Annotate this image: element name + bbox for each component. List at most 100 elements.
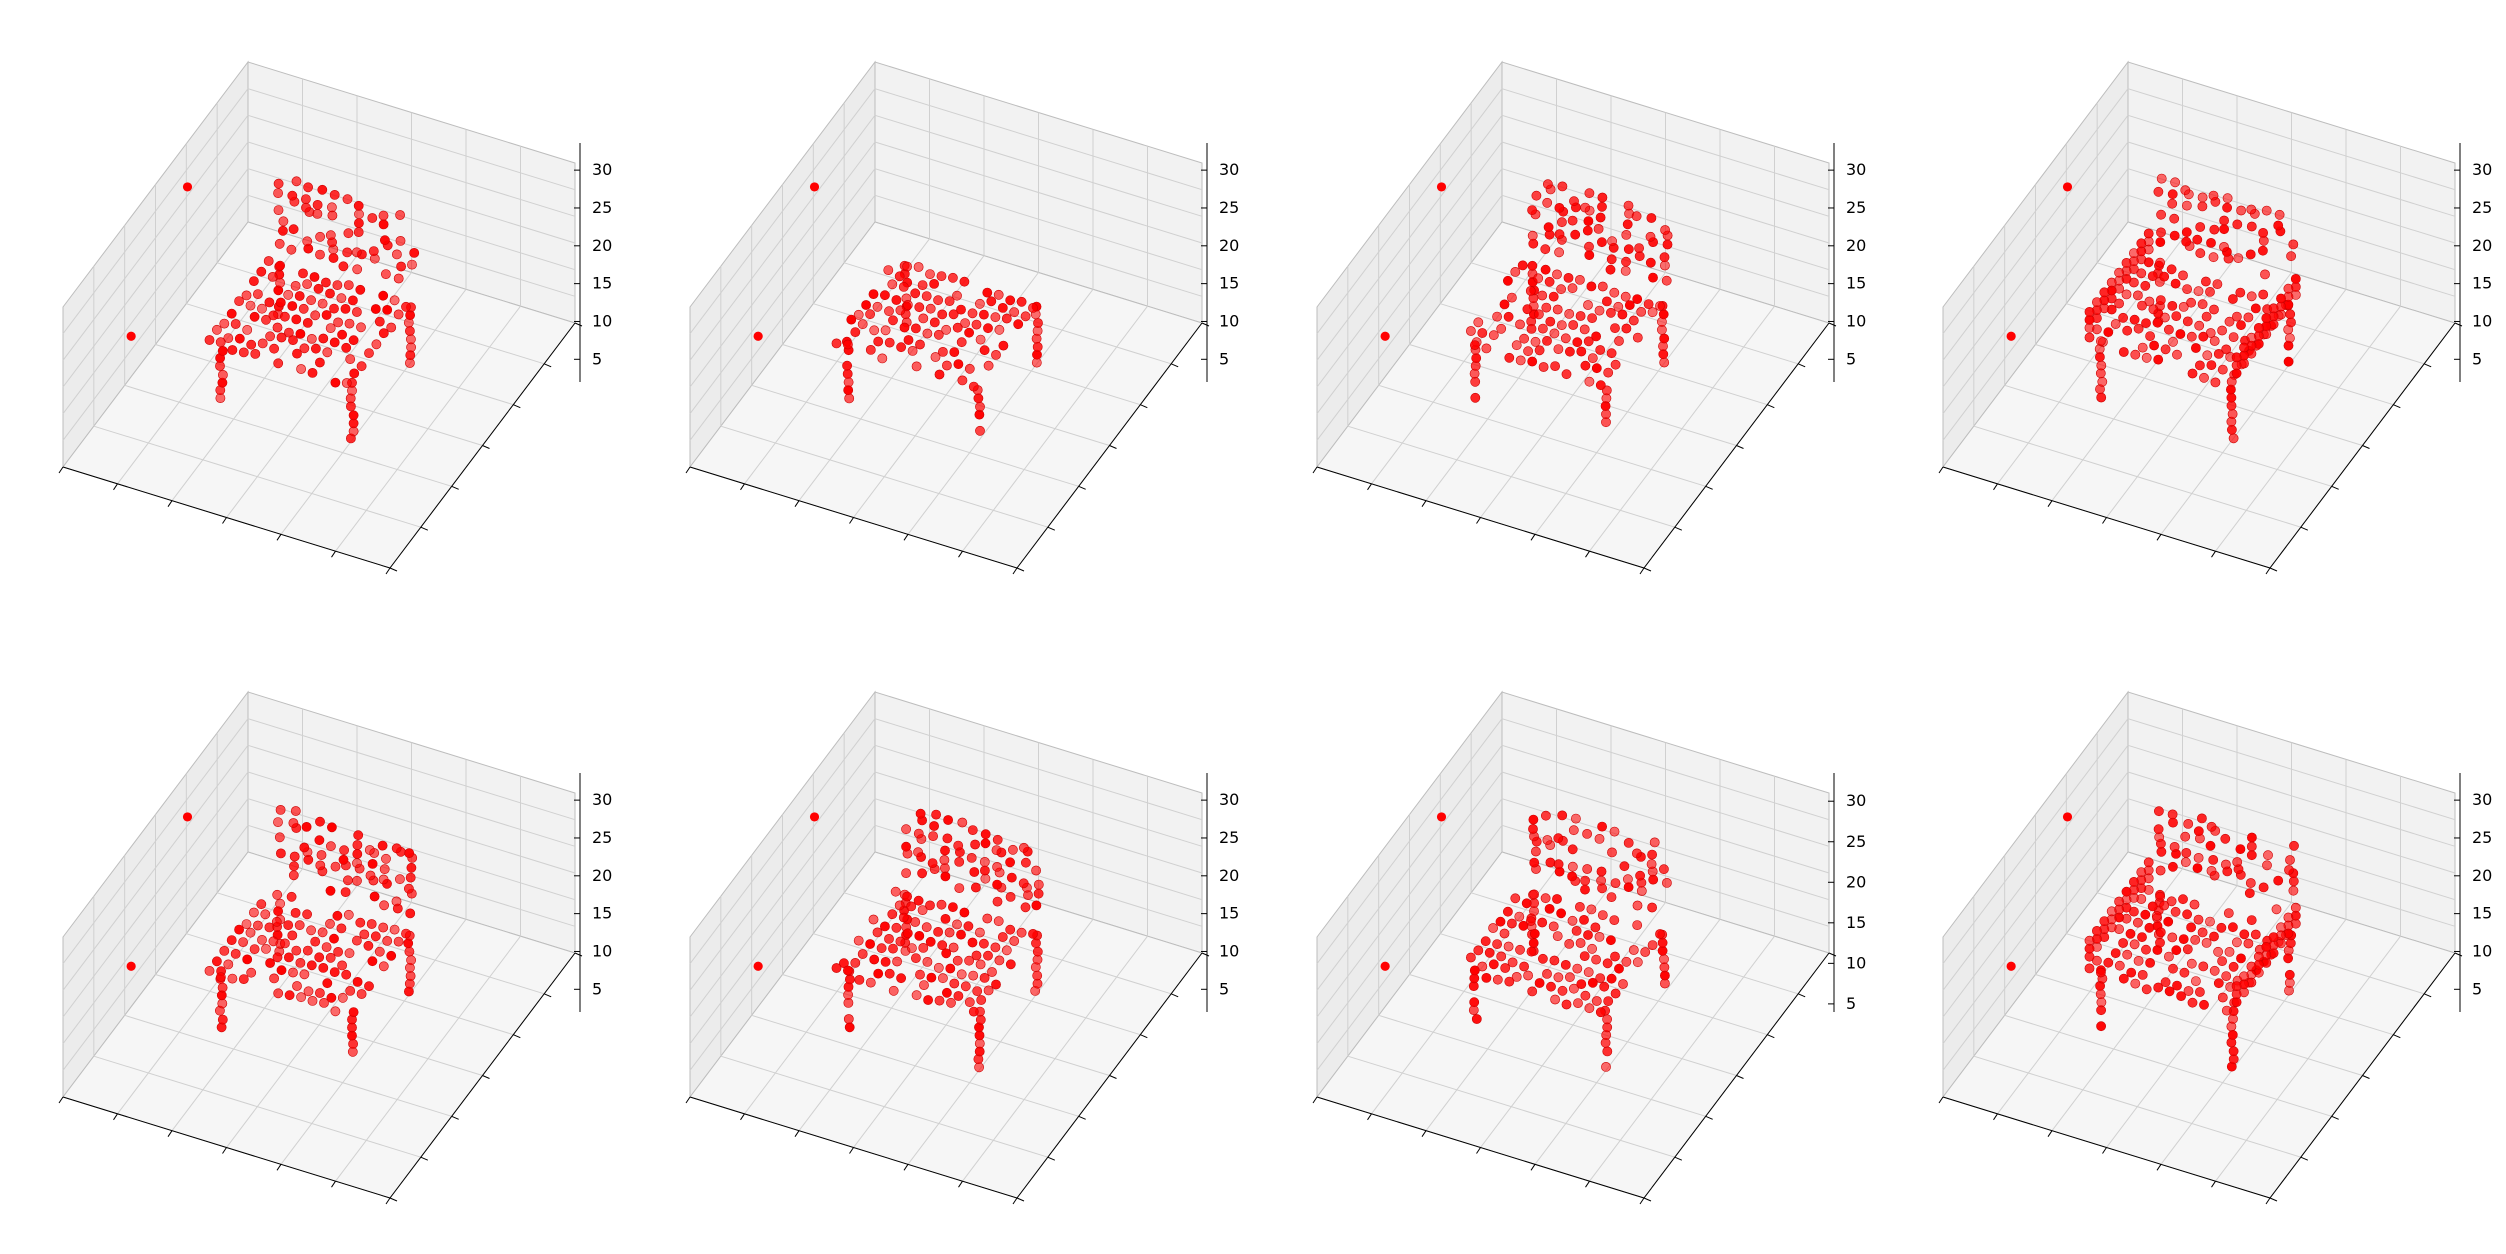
- voxel-point: [287, 930, 298, 941]
- voxel-point: [1602, 958, 1613, 969]
- voxel-point: [219, 945, 230, 956]
- voxel-point: [2140, 280, 2151, 291]
- voxel-point: [2200, 276, 2211, 287]
- voxel-point: [964, 327, 974, 338]
- voxel-point: [2245, 249, 2256, 260]
- voxel-point: [306, 295, 316, 306]
- voxel-point: [1596, 875, 1606, 886]
- voxel-point: [316, 850, 327, 860]
- x-tick: [331, 1180, 336, 1188]
- voxel-point: [296, 992, 306, 1003]
- voxel-point: [1567, 215, 1578, 226]
- voxel-point: [1552, 894, 1562, 904]
- voxel-point: [274, 238, 285, 249]
- voxel-point: [283, 920, 294, 930]
- voxel-point: [314, 835, 325, 846]
- voxel-point: [2099, 916, 2110, 926]
- y-axis-line: [389, 322, 576, 569]
- x-tick: [113, 483, 118, 491]
- voxel-point: [967, 825, 978, 835]
- voxel-point: [844, 1022, 855, 1033]
- voxel-point: [2130, 978, 2141, 989]
- voxel-point: [2084, 306, 2095, 317]
- x-tick: [2156, 534, 2162, 541]
- voxel-point: [336, 293, 347, 304]
- voxel-point: [887, 909, 898, 920]
- voxel-point: [261, 314, 271, 325]
- voxel-point: [1623, 200, 1634, 211]
- voxel-point: [1005, 924, 1016, 935]
- voxel-point: [2006, 331, 2016, 341]
- voxel-point: [1570, 813, 1581, 824]
- voxel-point: [2096, 997, 2107, 1008]
- voxel-point: [345, 354, 356, 364]
- voxel-point: [2194, 987, 2205, 997]
- voxel-point: [223, 959, 234, 970]
- x-tick: [385, 567, 391, 575]
- voxel-point: [1526, 323, 1537, 334]
- voxel-point: [1623, 837, 1634, 848]
- voxel-point: [1634, 243, 1644, 253]
- voxel-point: [217, 345, 228, 356]
- voxel-point: [2164, 986, 2175, 997]
- voxel-point: [2228, 433, 2239, 444]
- voxel-point: [925, 936, 936, 947]
- voxel-point: [2186, 922, 2196, 933]
- voxel-point: [1662, 239, 1673, 250]
- voxel-point: [979, 856, 990, 867]
- voxel-point: [269, 973, 279, 984]
- voxel-point: [1496, 951, 1507, 962]
- voxel-point: [1620, 265, 1631, 276]
- voxel-point: [2167, 809, 2178, 820]
- z-tick-label: 5: [1846, 349, 1856, 368]
- voxel-point: [949, 347, 960, 357]
- z-tick-label: 25: [1846, 832, 1866, 851]
- voxel-point: [272, 952, 283, 963]
- voxel-point: [292, 348, 302, 359]
- voxel-point: [1567, 861, 1578, 872]
- voxel-point: [2231, 981, 2242, 991]
- voxel-point: [283, 327, 294, 338]
- voxel-point: [1584, 1003, 1595, 1014]
- voxel-point: [2220, 859, 2231, 870]
- voxel-point: [1579, 951, 1590, 961]
- x-axis-line: [689, 1096, 1018, 1199]
- grid-line: [247, 88, 576, 191]
- voxel-point: [223, 333, 234, 343]
- voxel-point: [1647, 307, 1658, 318]
- voxel-point: [972, 986, 983, 996]
- voxel-point: [910, 288, 921, 299]
- voxel-point: [933, 962, 944, 973]
- voxel-point: [1596, 866, 1607, 877]
- voxel-point: [940, 871, 951, 882]
- voxel-point: [310, 310, 321, 321]
- voxel-point: [1636, 306, 1647, 317]
- voxel-point: [1542, 968, 1552, 979]
- z-tick-label: 20: [1846, 872, 1866, 891]
- voxel-point: [2091, 297, 2102, 307]
- voxel-point: [1549, 955, 1560, 966]
- voxel-point: [348, 410, 359, 421]
- voxel-point: [873, 336, 884, 347]
- voxel-point: [959, 276, 970, 287]
- z-tick-label: 30: [2472, 790, 2492, 809]
- voxel-point: [379, 864, 390, 875]
- voxel-point: [286, 891, 297, 902]
- voxel-point: [2126, 967, 2137, 978]
- voxel-point: [378, 290, 389, 301]
- voxel-point: [946, 997, 956, 1008]
- voxel-point: [378, 219, 389, 230]
- y-tick: [2300, 1156, 2309, 1161]
- voxel-point: [1020, 311, 1031, 322]
- voxel-point: [333, 946, 343, 957]
- voxel-point: [979, 972, 990, 983]
- voxel-point: [906, 901, 917, 912]
- y-tick: [1140, 404, 1148, 409]
- voxel-point: [944, 927, 955, 938]
- voxel-point: [1556, 908, 1566, 919]
- voxel-point: [2222, 193, 2233, 204]
- voxel-point: [241, 290, 252, 301]
- voxel-point: [948, 942, 959, 953]
- voxel-point: [337, 960, 347, 971]
